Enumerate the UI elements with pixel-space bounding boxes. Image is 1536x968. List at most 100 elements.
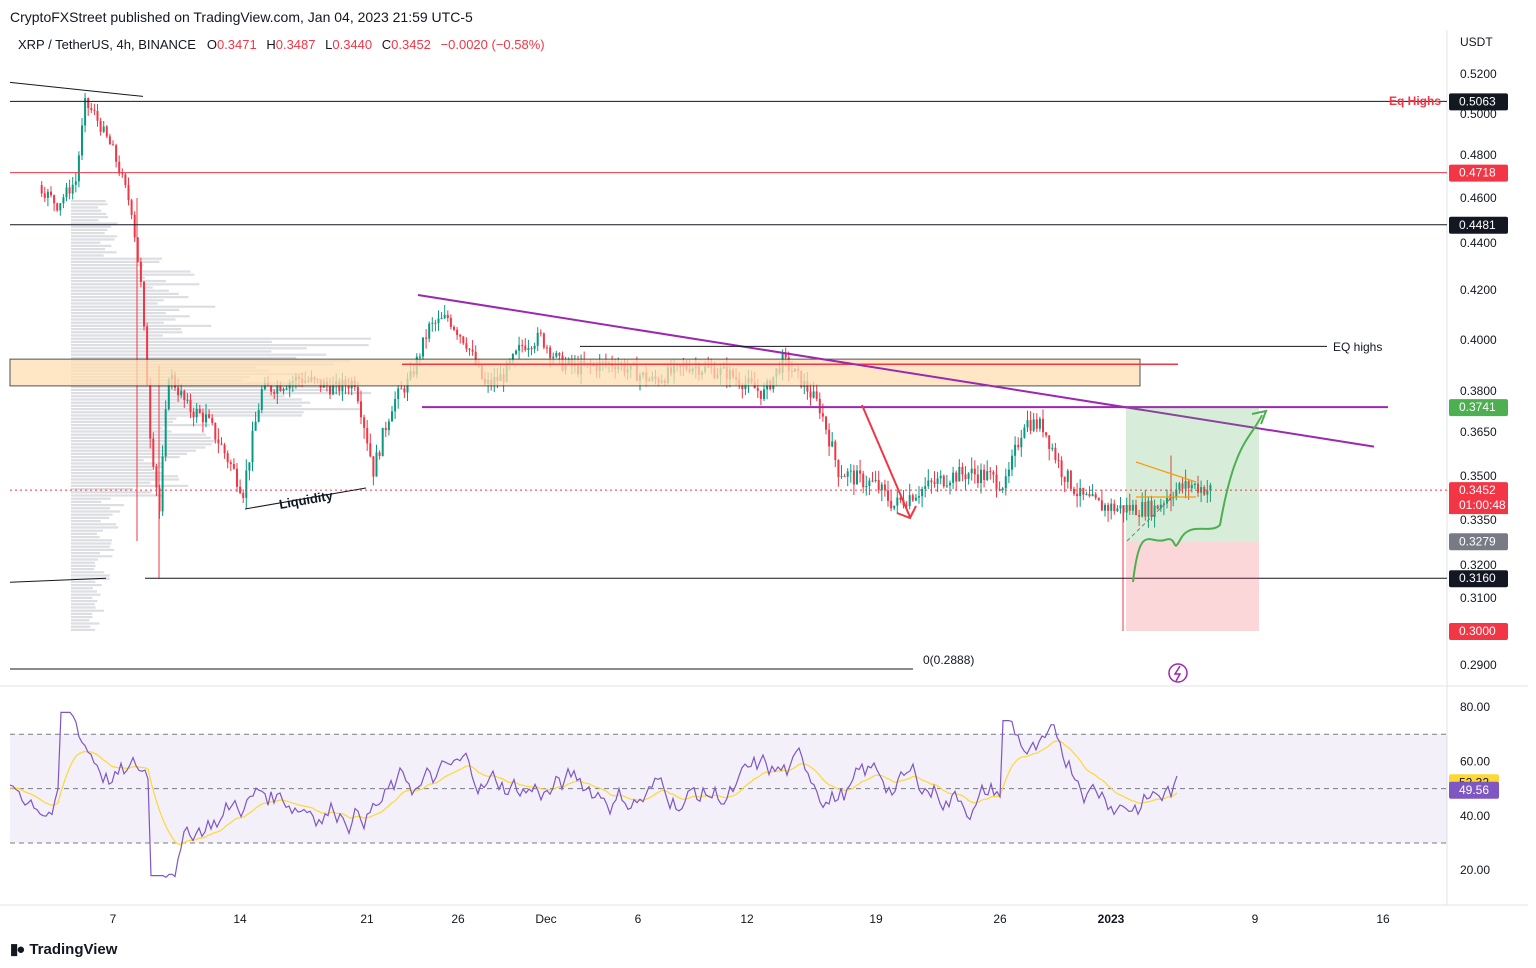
candle-body [530,348,533,350]
candle-body [818,398,821,414]
candle-body [329,385,331,395]
candle-body [986,471,989,480]
volume-profile-bar [71,328,182,331]
volume-profile-bar [71,270,191,273]
candle-body [428,323,431,339]
volume-profile-bar [71,209,102,212]
candle-body [1032,419,1035,431]
price-tick-label: 0.4800 [1460,148,1497,162]
candle-body [1001,488,1004,491]
candle-body [958,466,961,482]
publisher-line: CryptoFXStreet published on TradingView.… [10,9,473,25]
candle-body [955,472,958,482]
price-label-text: 0.5063 [1459,94,1496,108]
candle-body [967,473,970,479]
candle-body [394,399,397,412]
candle-body [973,468,976,475]
candle-body [1172,497,1175,499]
volume-profile-bar [71,398,302,401]
candle-body [970,468,973,474]
volume-profile-bar [71,446,206,449]
candle-body [74,181,77,185]
candle-body [1187,481,1190,489]
volume-profile-bar [71,312,166,315]
price-tick-label: 0.4000 [1460,333,1497,347]
price-tick-label: 0.3100 [1460,591,1497,605]
volume-profile-bar [71,603,95,606]
candle-body [887,490,889,501]
price-label-badge [1449,482,1508,500]
volume-profile-bar [71,529,103,532]
candle-body [921,488,924,497]
volume-profile-bar [71,244,112,247]
volume-profile-bar [71,462,162,465]
candle-body [248,462,251,471]
volume-profile-bar [71,340,272,343]
candle-body [865,486,868,488]
rsi-tick-label: 60.00 [1460,754,1490,768]
stop-zone [1126,541,1259,631]
candle-body [149,385,152,439]
candle-body [115,145,118,162]
eq-highs-label: Eq Highs [1389,94,1441,108]
candle-body [164,409,167,457]
time-tick-label: 21 [360,912,374,926]
low-value: 0.3440 [332,37,373,52]
rsi-value-text: 49.56 [1459,783,1489,797]
tradingview-logo[interactable]: ▮● TradingView [10,940,117,959]
candle-body [518,344,521,351]
volume-profile-bar [71,356,297,359]
time-tick-label: 16 [1376,912,1390,926]
candle-body [961,466,964,475]
candle-body [431,322,434,324]
symbol-legend[interactable]: XRP / TetherUS, 4h, BINANCE O0.3471 H0.3… [18,37,545,52]
candle-body [1054,447,1057,460]
candle-body [133,214,136,238]
volume-profile-bar [71,622,100,625]
candle-body [449,317,452,327]
volume-profile-bar [71,481,151,484]
volume-profile-bar [71,225,112,228]
volume-profile-bar [71,353,327,356]
candle-body [71,184,74,194]
volume-profile-bar [71,497,111,500]
candle-body [391,411,393,422]
candle-body [152,438,155,467]
candle-body [459,334,462,337]
candle-body [1051,447,1054,449]
volume-profile-bar [71,296,189,299]
symbol-name[interactable]: XRP / TetherUS, 4h, BINANCE [18,37,196,52]
candle-body [1128,504,1131,511]
candle-body [1057,459,1060,461]
volume-profile-bar [71,299,164,302]
volume-profile-bar [71,584,102,587]
time-tick-label: 2023 [1098,912,1125,926]
candle-body [840,476,843,478]
volume-profile-bar [71,344,369,347]
candle-body [456,329,459,335]
candle-body [251,430,254,463]
volume-profile-bar [71,411,304,414]
volume-profile-bar [71,331,183,334]
volume-profile-bar [71,545,111,548]
candle-body [136,237,139,262]
candle-body [1082,487,1085,495]
volume-profile-bar [71,596,93,599]
candle-body [998,488,1001,491]
candle-body [1097,497,1100,501]
price-label-text: 0.4481 [1459,218,1496,232]
close-value: 0.3452 [391,37,431,52]
volume-profile-bar [71,283,200,286]
volume-profile-bar [71,315,190,318]
volume-profile-bar [71,459,144,462]
volume-profile-bar [71,600,98,603]
time-tick-label: 19 [869,912,883,926]
volume-profile-bar [71,526,119,529]
candle-body [356,387,359,402]
volume-profile-bar [71,203,108,206]
volume-profile-bar [71,276,145,279]
candle-body [524,345,527,351]
candle-body [1144,501,1147,517]
candle-body [1203,487,1206,495]
